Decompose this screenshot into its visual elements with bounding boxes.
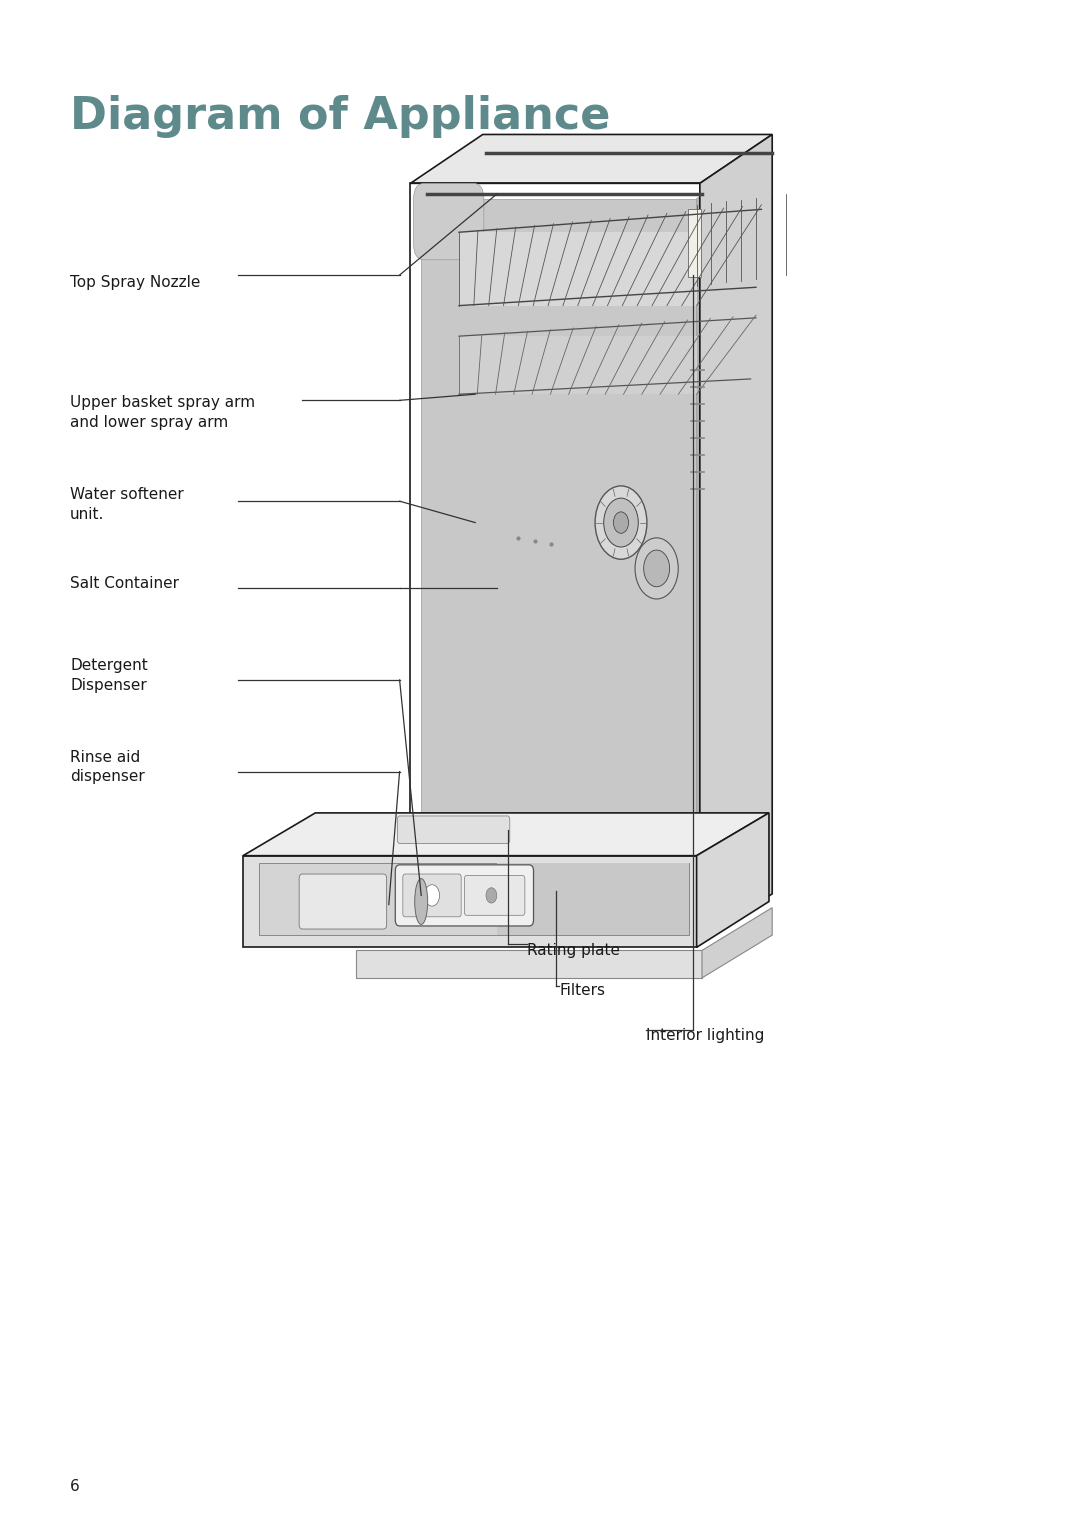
Circle shape	[486, 888, 497, 903]
Polygon shape	[497, 863, 689, 935]
Polygon shape	[356, 950, 702, 978]
FancyBboxPatch shape	[459, 336, 697, 394]
Ellipse shape	[415, 879, 428, 924]
Polygon shape	[243, 856, 697, 947]
Polygon shape	[697, 813, 769, 947]
Text: Rating plate: Rating plate	[527, 943, 620, 958]
Text: Detergent
Dispenser: Detergent Dispenser	[70, 659, 148, 692]
Polygon shape	[259, 863, 689, 935]
Text: Diagram of Appliance: Diagram of Appliance	[70, 95, 610, 138]
Text: 6: 6	[70, 1479, 80, 1494]
FancyBboxPatch shape	[421, 199, 697, 909]
Circle shape	[530, 854, 582, 927]
FancyBboxPatch shape	[397, 816, 510, 843]
FancyBboxPatch shape	[688, 209, 701, 277]
Circle shape	[424, 885, 440, 906]
Text: Top Spray Nozzle: Top Spray Nozzle	[70, 275, 201, 290]
Polygon shape	[702, 908, 772, 978]
Circle shape	[644, 550, 670, 587]
Polygon shape	[410, 134, 772, 183]
FancyBboxPatch shape	[414, 183, 484, 260]
FancyBboxPatch shape	[459, 232, 697, 306]
Circle shape	[595, 486, 647, 559]
FancyBboxPatch shape	[464, 876, 525, 915]
FancyBboxPatch shape	[395, 865, 534, 926]
Text: Rinse aid
dispenser: Rinse aid dispenser	[70, 750, 145, 784]
Text: Water softener
unit.: Water softener unit.	[70, 487, 184, 521]
Text: Upper basket spray arm
and lower spray arm: Upper basket spray arm and lower spray a…	[70, 396, 255, 429]
Polygon shape	[243, 813, 769, 856]
Text: Interior lighting: Interior lighting	[646, 1028, 765, 1044]
Circle shape	[613, 512, 629, 533]
Circle shape	[541, 869, 571, 912]
FancyBboxPatch shape	[299, 874, 387, 929]
Polygon shape	[421, 868, 765, 909]
FancyBboxPatch shape	[403, 874, 461, 917]
Circle shape	[604, 498, 638, 547]
Polygon shape	[700, 134, 772, 940]
Circle shape	[635, 538, 678, 599]
Text: Filters: Filters	[559, 983, 606, 998]
Text: Salt Container: Salt Container	[70, 576, 179, 591]
Polygon shape	[697, 153, 765, 940]
Ellipse shape	[579, 872, 605, 900]
